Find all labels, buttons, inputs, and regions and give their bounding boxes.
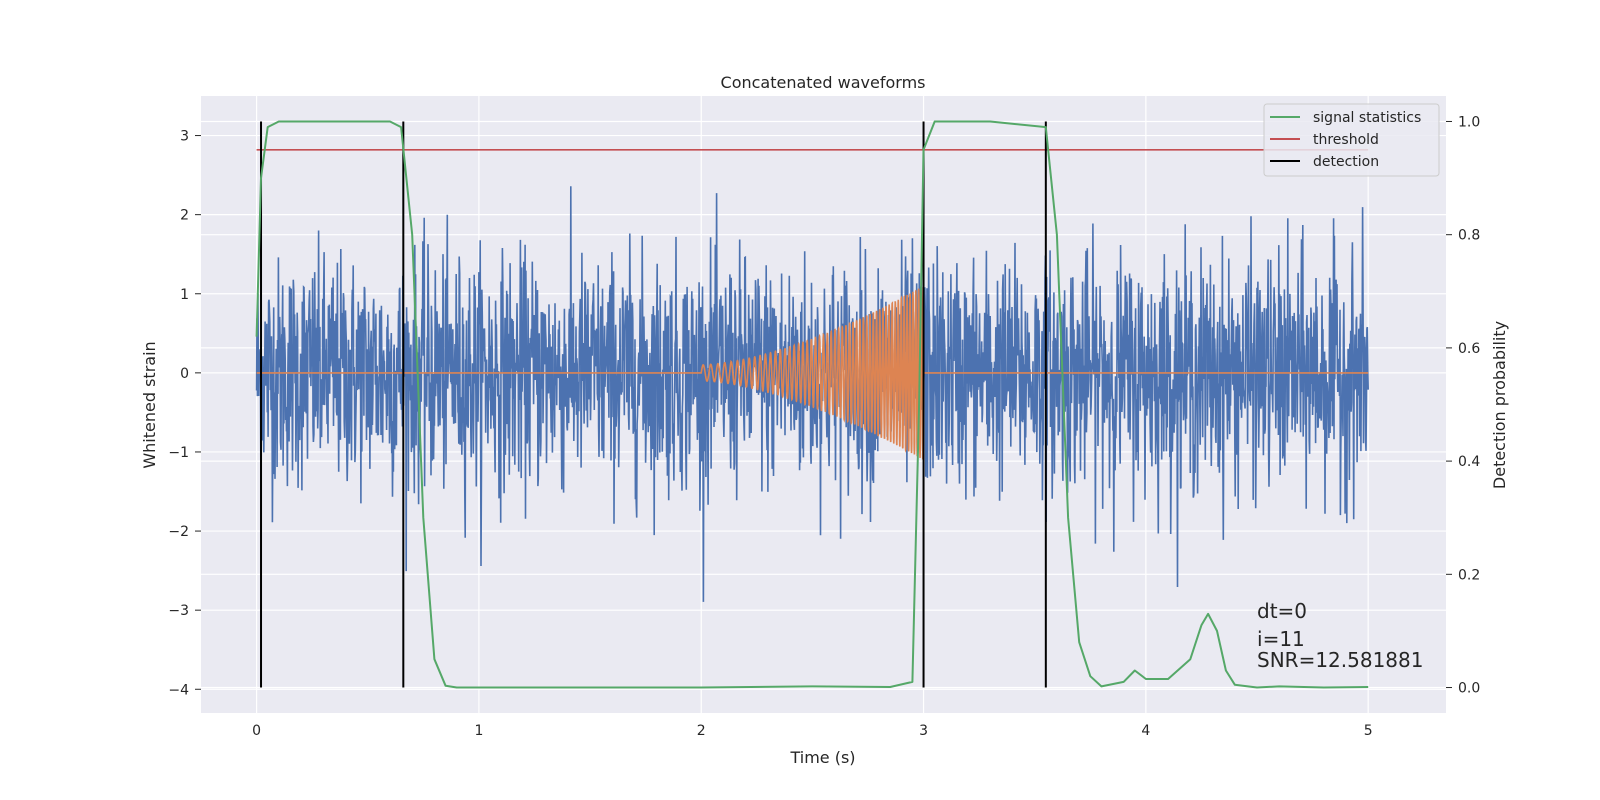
legend-box <box>1263 103 1440 177</box>
y-left-tick-label: 2 <box>180 208 189 224</box>
y-left-tick-label: −4 <box>168 682 189 698</box>
annotation-text: SNR=12.581881 <box>1257 648 1423 672</box>
y-axis-label-right: Detection probability <box>1490 321 1509 489</box>
x-tick-label: 0 <box>252 723 261 739</box>
y-left-tick-label: −2 <box>168 524 189 540</box>
y-axis-label-left: Whitened strain <box>140 341 159 468</box>
annotation-text: dt=0 <box>1257 599 1307 623</box>
y-right-tick-label: 0.8 <box>1458 228 1480 244</box>
x-tick-label: 5 <box>1364 723 1373 739</box>
legend-label-threshold: threshold <box>1313 132 1379 148</box>
y-left-tick-label: 0 <box>180 366 189 382</box>
y-left-tick-label: 3 <box>180 129 189 145</box>
y-left-tick-label: 1 <box>180 287 189 303</box>
y-right-tick-label: 1.0 <box>1458 114 1480 130</box>
annotation-text: i=11 <box>1257 627 1305 651</box>
series-layer <box>255 120 1369 689</box>
x-axis-label: Time (s) <box>789 748 855 767</box>
legend: signal statistics threshold detection <box>1263 103 1440 177</box>
injected-waveform-line <box>256 286 1369 460</box>
y-right-tick-label: 0.6 <box>1458 341 1480 357</box>
x-tick-label: 1 <box>474 723 483 739</box>
chart-title: Concatenated waveforms <box>721 73 926 92</box>
y-right-tick-label: 0.0 <box>1458 681 1480 697</box>
x-tick-label: 4 <box>1141 723 1150 739</box>
y-left-tick-label: −1 <box>168 445 189 461</box>
y-right-tick-label: 0.2 <box>1458 567 1480 583</box>
legend-label-detection: detection <box>1313 154 1379 170</box>
x-tick-label: 2 <box>697 723 706 739</box>
y-right-tick-label: 0.4 <box>1458 454 1480 470</box>
ticks: 0 1 2 3 4 5 3 2 1 0 −1 −2 −3 −4 1.0 0.8 0.6 0.4 0.2 0.0 <box>168 114 1480 739</box>
legend-label-signal-statistics: signal statistics <box>1313 110 1421 126</box>
y-left-tick-label: −3 <box>168 603 189 619</box>
signal-statistics-line <box>255 120 1369 689</box>
x-tick-label: 3 <box>919 723 928 739</box>
